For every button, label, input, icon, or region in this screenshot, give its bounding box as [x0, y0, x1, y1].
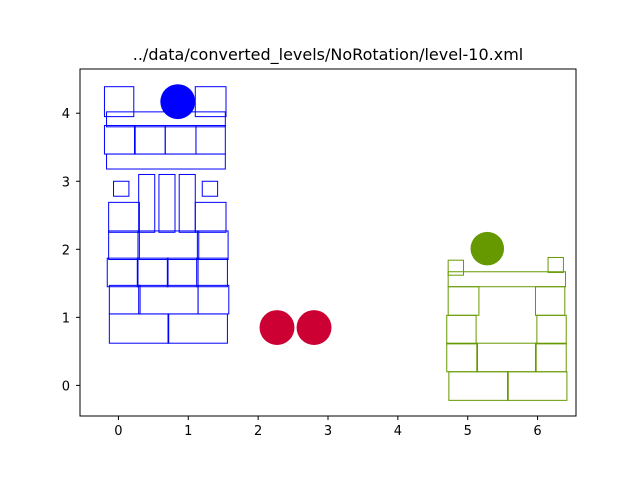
- blue-block: [178, 173, 196, 233]
- y-tick-label: 0: [62, 379, 70, 394]
- blue-bird-circle: [160, 84, 196, 120]
- blue-block: [133, 124, 166, 155]
- blue-block: [195, 124, 226, 155]
- y-tick-label: 1: [62, 311, 70, 326]
- blue-block: [194, 201, 227, 233]
- green-block: [476, 342, 537, 373]
- x-tick-label: 5: [464, 424, 472, 439]
- blue-block: [164, 124, 197, 155]
- y-tick-label: 3: [62, 175, 70, 190]
- x-tick-label: 3: [324, 424, 332, 439]
- blue-block: [138, 173, 156, 233]
- green-block: [447, 271, 567, 288]
- green-block: [547, 256, 564, 273]
- chart-title: ../data/converted_levels/NoRotation/leve…: [133, 45, 523, 65]
- blue-block: [108, 201, 140, 233]
- chart-marks: [103, 84, 568, 401]
- pig-circle: [296, 310, 332, 346]
- blue-block: [196, 230, 229, 261]
- green-bird-circle: [470, 231, 505, 266]
- blue-block: [197, 284, 230, 315]
- green-block: [447, 286, 480, 316]
- x-tick-label: 0: [114, 424, 122, 439]
- blue-block: [106, 153, 226, 170]
- blue-block: [108, 230, 140, 261]
- green-block: [446, 314, 477, 345]
- axis-ticks: 0 1 2 3 4 5 6 0 1 2 3 4: [62, 107, 542, 439]
- blue-block: [103, 124, 136, 155]
- x-tick-label: 6: [533, 424, 541, 439]
- x-tick-label: 4: [394, 424, 402, 439]
- pig-circle: [259, 310, 295, 346]
- blue-block: [103, 86, 135, 118]
- blue-block: [137, 230, 200, 261]
- green-block: [446, 342, 478, 373]
- green-block: [448, 371, 509, 401]
- blue-block: [113, 180, 130, 197]
- blue-block: [136, 257, 169, 288]
- blue-block: [194, 86, 227, 118]
- blue-block: [108, 313, 170, 344]
- blue-block: [196, 257, 228, 288]
- blue-block: [166, 257, 199, 288]
- blue-block: [158, 173, 176, 233]
- green-block: [534, 342, 567, 373]
- x-tick-label: 2: [254, 424, 262, 439]
- blue-block: [138, 284, 199, 315]
- blue-block: [106, 257, 139, 288]
- y-tick-label: 4: [62, 107, 70, 122]
- green-block: [447, 259, 465, 276]
- x-tick-label: 1: [184, 424, 192, 439]
- green-block: [534, 286, 566, 316]
- blue-block: [201, 180, 219, 197]
- blue-block: [108, 284, 141, 315]
- blue-block: [167, 313, 228, 344]
- green-block: [536, 314, 567, 345]
- green-block: [507, 371, 568, 401]
- y-tick-label: 2: [62, 243, 70, 258]
